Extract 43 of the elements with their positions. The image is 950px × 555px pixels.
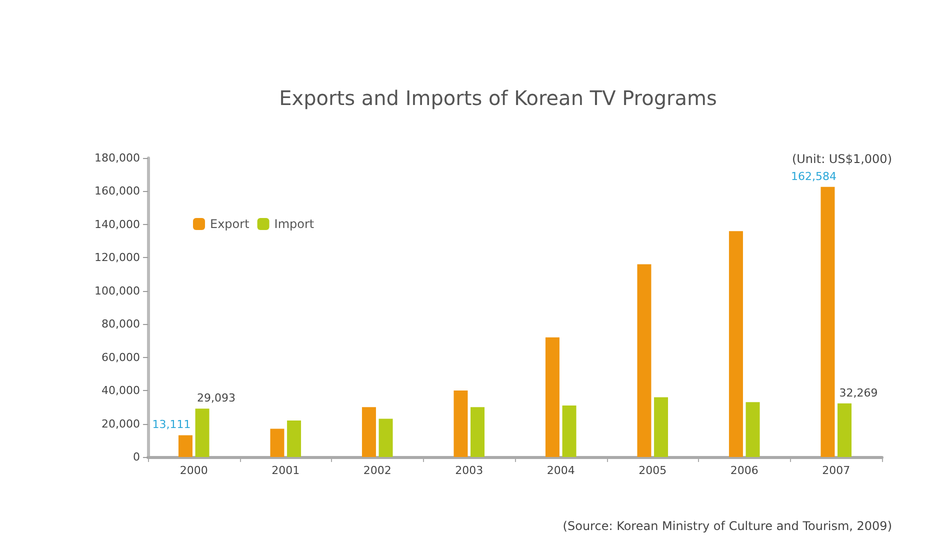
x-tick-label: 2005 [638, 464, 667, 477]
y-tick-label: 180,000 [94, 152, 140, 164]
y-tick-label: 80,000 [102, 318, 140, 331]
bar [178, 435, 192, 457]
bar [654, 397, 668, 457]
y-tick-label: 120,000 [94, 251, 140, 264]
x-tick-label: 2002 [363, 464, 392, 477]
x-tick-label: 2000 [180, 464, 208, 477]
x-tick-label: 2007 [822, 464, 850, 477]
chart-title: Exports and Imports of Korean TV Programs [279, 86, 717, 110]
y-tick-label: 20,000 [102, 417, 140, 430]
y-tick-label: 160,000 [94, 184, 140, 198]
bar [195, 408, 210, 457]
text: (Source: Korean Ministry of Culture and Tourism, 2009) [562, 519, 892, 533]
x-tick-label: 2003 [455, 464, 484, 477]
data-label: 162,584 [790, 170, 836, 183]
data-label: 13,111 [152, 418, 191, 432]
x-tick-label: 2006 [730, 464, 758, 477]
x-tick-label: 2004 [546, 464, 575, 477]
bar [270, 428, 284, 457]
bar [820, 186, 835, 457]
bar [728, 231, 743, 457]
bar [470, 407, 485, 457]
bar [562, 406, 576, 457]
legend-label: Import [274, 217, 314, 231]
data-label: 32,269 [839, 386, 878, 400]
x-tick-label: 2001 [272, 464, 300, 477]
bar [454, 390, 468, 457]
bar [362, 407, 376, 457]
y-tick-label: 100,000 [94, 284, 140, 298]
bar [637, 264, 652, 457]
y-tick-label: 0 [133, 450, 140, 464]
annotation: (Unit: US$1,000) [792, 152, 892, 166]
bar [378, 418, 393, 457]
bar [545, 337, 560, 457]
bar [746, 402, 760, 457]
data-label: 29,093 [197, 392, 236, 405]
y-tick-label: 60,000 [102, 350, 140, 364]
bar [838, 403, 852, 457]
y-tick-label: 40,000 [102, 384, 140, 398]
bar [287, 420, 302, 457]
y-tick-label: 140,000 [94, 218, 140, 231]
legend-label: Export [210, 217, 250, 231]
